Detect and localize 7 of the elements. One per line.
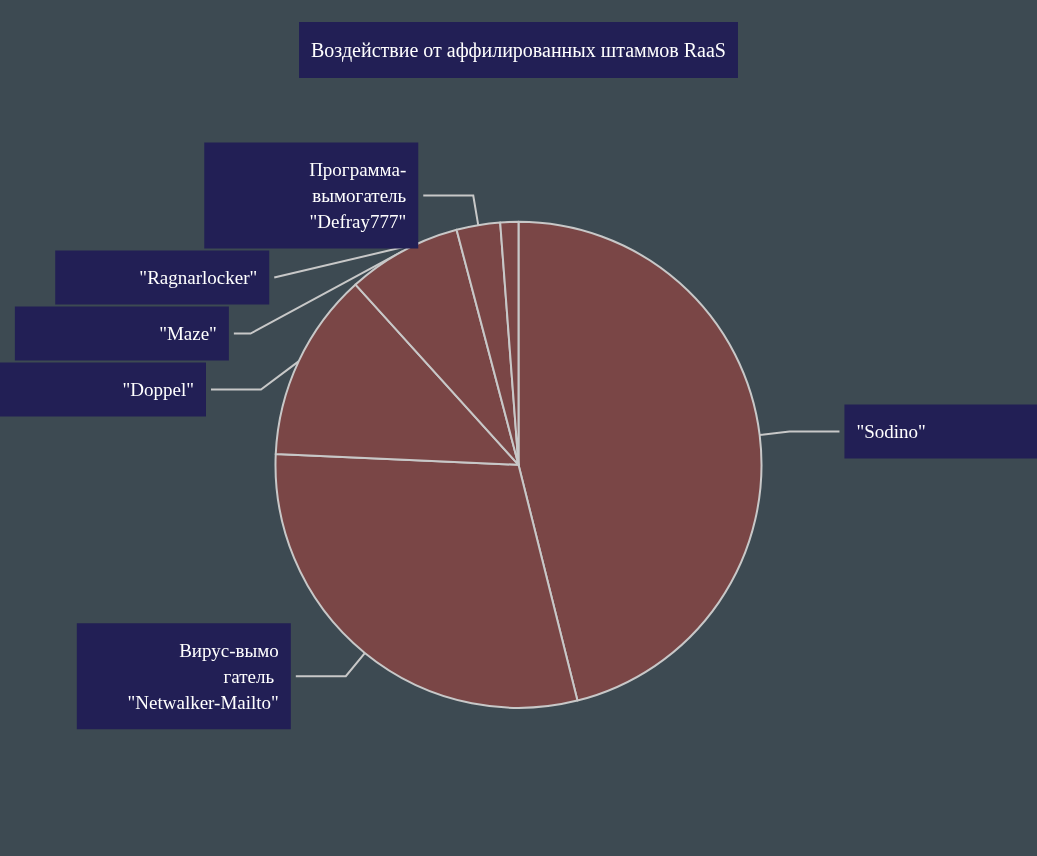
- chart-title: Воздействие от аффилированных штаммов RaaS: [311, 39, 726, 62]
- slice-label: Вирус-вымогатель "Netwalker-Mailto": [127, 639, 279, 713]
- slice-label: "Sodino": [856, 420, 926, 442]
- slice-label: "Ragnarlocker": [139, 267, 258, 289]
- slice-label: "Doppel": [122, 379, 194, 401]
- slice-label: "Maze": [159, 323, 217, 345]
- slice-label: Программа-вымогатель "Defray777": [304, 159, 407, 233]
